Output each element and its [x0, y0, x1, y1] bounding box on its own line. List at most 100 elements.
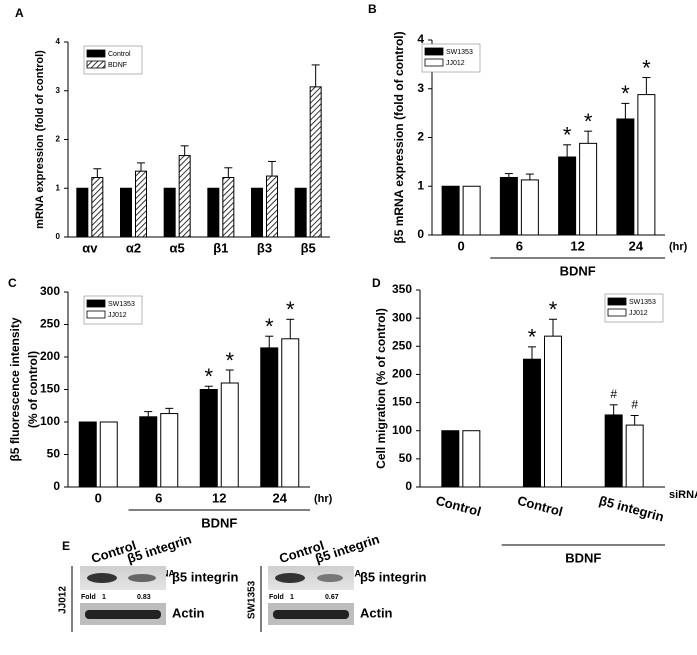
legend-label: JJ012	[108, 312, 127, 319]
bar	[579, 142, 598, 236]
x-tick-label: Control	[516, 493, 565, 519]
x-tick-label: Control	[434, 493, 483, 519]
y-tick-label: 3	[56, 86, 61, 95]
y-tick-label: 200	[392, 367, 412, 381]
bar	[199, 389, 218, 488]
band	[275, 573, 305, 583]
bar	[625, 424, 644, 488]
significance-marker: *	[563, 123, 572, 148]
bar	[207, 187, 220, 238]
legend-swatch	[86, 49, 106, 58]
bar	[178, 155, 191, 238]
panel-label: C	[8, 276, 17, 290]
panel-e: E Control β5 integrin siRNA JJ012 Fold 1…	[58, 531, 427, 632]
legend-label: SW1353	[108, 301, 135, 308]
bar	[251, 187, 263, 238]
target-label: β5 integrin	[172, 569, 239, 584]
legend-label: JJ012	[629, 310, 648, 317]
x-tick-label: 6	[155, 490, 162, 505]
loading-label: Actin	[360, 605, 393, 620]
band	[87, 573, 117, 583]
column-label: β5 integrin	[313, 531, 381, 566]
bar	[160, 413, 179, 488]
x-tick-label: 12	[212, 490, 226, 505]
loading-label: Actin	[172, 605, 205, 620]
significance-marker: *	[225, 348, 234, 373]
bar	[135, 170, 147, 238]
y-axis-label: β5 fluorescence intensity	[8, 317, 22, 461]
bar	[637, 94, 656, 236]
x-tick-label: 12	[570, 238, 584, 253]
x-tick-label: β1	[213, 240, 228, 255]
x-axis-label: siRNA	[669, 489, 697, 501]
y-axis-label: β5 mRNA expression (fold of control)	[392, 31, 406, 243]
y-tick-label: 0	[417, 227, 424, 241]
legend-swatch	[86, 299, 106, 308]
bar	[604, 414, 623, 488]
blot: Control β5 integrin siRNA SW1353 Fold 1 …	[247, 531, 427, 632]
bar	[139, 416, 158, 488]
legend-swatch	[86, 60, 106, 69]
bar	[76, 187, 89, 238]
y-tick-label: 4	[56, 37, 61, 46]
y-tick-label: 3	[417, 81, 424, 95]
y-tick-label: 350	[392, 282, 412, 296]
significance-marker: *	[584, 109, 593, 134]
significance-marker: *	[265, 314, 274, 339]
bar	[120, 187, 132, 238]
x-axis-label: (hr)	[669, 241, 688, 253]
bar	[281, 338, 300, 488]
y-axis-label: (% of control)	[26, 351, 40, 428]
y-tick-label: 200	[40, 349, 60, 363]
x-tick-label: 24	[629, 238, 644, 253]
bar	[222, 177, 235, 238]
bar	[523, 358, 541, 488]
band	[128, 574, 156, 582]
band	[273, 610, 349, 619]
cell-line: SW1353	[247, 580, 258, 619]
band	[85, 610, 161, 619]
x-tick-label: β3	[257, 240, 272, 255]
y-tick-label: 0	[53, 479, 60, 493]
blot: Control β5 integrin siRNA JJ012 Fold 1 0…	[58, 531, 239, 632]
bar	[544, 335, 562, 488]
x-tick-label: 6	[516, 238, 523, 253]
significance-marker: *	[549, 297, 558, 322]
bar	[462, 185, 481, 236]
legend-swatch	[607, 297, 627, 306]
panel-label: E	[62, 539, 70, 553]
fold-value: 0.67	[325, 594, 339, 601]
y-tick-label: 1	[56, 183, 61, 192]
bar	[520, 179, 539, 236]
y-tick-label: 50	[399, 451, 413, 465]
y-tick-label: 50	[47, 447, 61, 461]
bar	[163, 187, 176, 238]
bar	[309, 86, 322, 238]
legend-label: BDNF	[108, 62, 127, 69]
bar	[266, 175, 278, 238]
y-tick-label: 4	[417, 32, 424, 46]
bar	[558, 156, 577, 236]
legend-label: SW1353	[629, 299, 656, 306]
x-tick-label: 24	[273, 490, 288, 505]
bar	[294, 187, 307, 238]
legend-swatch	[86, 310, 106, 319]
significance-marker: *	[642, 55, 651, 80]
y-tick-label: 1	[417, 178, 424, 192]
y-tick-label: 2	[56, 135, 61, 144]
x-tick-label: β5 integrin	[598, 493, 666, 525]
y-tick-label: 0	[405, 479, 412, 493]
fold-value: 0.83	[137, 594, 151, 601]
bar	[260, 347, 279, 488]
legend-label: Control	[108, 51, 131, 58]
bar	[441, 430, 460, 488]
bar	[91, 177, 104, 238]
x-tick-label: α2	[126, 240, 141, 255]
bar	[499, 176, 518, 236]
x-axis-label: (hr)	[314, 493, 333, 505]
panel-label: B	[368, 2, 377, 16]
significance-marker: *	[621, 81, 630, 106]
bar	[78, 421, 97, 488]
legend-label: JJ012	[446, 60, 465, 67]
